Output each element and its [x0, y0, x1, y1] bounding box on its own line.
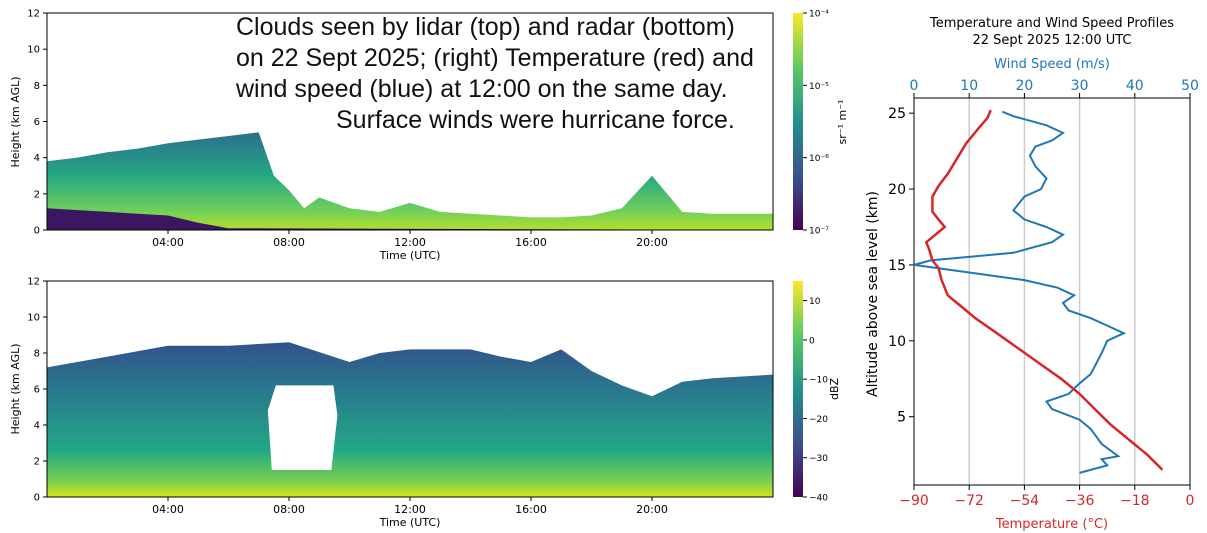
radar-y-label: Height (km AGL) [9, 343, 22, 434]
colorbar-tick-label: 10⁻⁶ [809, 154, 829, 164]
profile-panel: Temperature and Wind Speed Profiles 22 S… [865, 16, 1199, 532]
x-tick-label: 20:00 [636, 236, 668, 249]
y-tick-label: 10 [27, 45, 40, 56]
y-tick-label: 2 [34, 457, 40, 468]
y-tick-label: 12 [27, 277, 40, 288]
temperature-tick-label: −54 [1010, 493, 1040, 509]
x-tick-label: 08:00 [273, 503, 305, 516]
radar-colorbar [793, 281, 803, 497]
wind-axis-label: Wind Speed (m/s) [994, 57, 1110, 72]
y-tick-label: 2 [34, 189, 40, 200]
temperature-x-axis: −90 −72 −54 −36 −18 0 [899, 485, 1194, 509]
lidar-y-axis: 0 2 4 6 8 10 12 [27, 9, 47, 237]
caption-line-3: wind speed (blue) at 12:00 on the same d… [236, 75, 728, 103]
caption-line-2: on 22 Sept 2025; (right) Temperature (re… [236, 44, 754, 72]
y-tick-label: 6 [34, 385, 40, 396]
y-tick-label: 25 [888, 106, 906, 122]
colorbar-tick-label: −20 [809, 415, 828, 425]
profile-subtitle: 22 Sept 2025 12:00 UTC [973, 33, 1132, 48]
wind-tick-label: 40 [1126, 78, 1144, 94]
lidar-panel: 0 2 4 6 8 10 12 04:00 08:00 12:00 16:00 20:00 Time… [9, 9, 849, 263]
x-tick-label: 16:00 [515, 503, 547, 516]
temperature-series [924, 109, 1164, 471]
colorbar-tick-label: 10 [809, 297, 821, 307]
x-tick-label: 12:00 [394, 236, 426, 249]
wind-tick-label: 30 [1071, 78, 1089, 94]
wind-tick-label: 50 [1181, 78, 1199, 94]
x-tick-label: 04:00 [152, 236, 184, 249]
colorbar-tick-label: 10⁻⁵ [809, 82, 829, 92]
y-tick-label: 10 [888, 334, 906, 350]
x-tick-label: 20:00 [636, 503, 668, 516]
lidar-colorbar [793, 13, 803, 230]
y-tick-label: 6 [34, 117, 40, 128]
radar-echo-gap [267, 385, 338, 470]
y-tick-label: 0 [34, 493, 40, 504]
colorbar-tick-label: 10⁻⁷ [809, 227, 829, 237]
profile-title: Temperature and Wind Speed Profiles [929, 16, 1174, 31]
profile-gridlines [968, 98, 1136, 485]
x-tick-label: 08:00 [273, 236, 305, 249]
temperature-tick-label: −36 [1065, 493, 1095, 509]
figure-caption: Clouds seen by lidar (top) and radar (bo… [236, 12, 796, 136]
radar-panel: 0 2 4 6 8 10 12 04:00 08:00 12:00 16:00 20:00 Time… [9, 277, 841, 530]
lidar-colorbar-label: sr⁻¹ m⁻¹ [836, 100, 849, 145]
wind-tick-label: 10 [960, 78, 978, 94]
colorbar-tick-label: −40 [809, 494, 828, 504]
profile-axes-frame [913, 97, 1191, 486]
temperature-tick-label: −72 [954, 493, 984, 509]
colorbar-tick-label: −10 [809, 376, 828, 386]
caption-line-1: Clouds seen by lidar (top) and radar (bo… [236, 13, 735, 41]
y-tick-label: 4 [34, 153, 40, 164]
profile-y-label: Altitude above sea level (km) [865, 191, 881, 397]
temperature-axis-label: Temperature (°C) [995, 517, 1108, 532]
lidar-colorbar-ticks: 10⁻⁷ 10⁻⁶ 10⁻⁵ 10⁻⁴ [803, 10, 829, 237]
temperature-tick-label: −90 [899, 493, 929, 509]
y-tick-label: 20 [888, 182, 906, 198]
caption-line-4: Surface winds were hurricane force. [336, 106, 735, 134]
lidar-low-signal-layer [47, 208, 773, 230]
colorbar-tick-label: 0 [809, 336, 815, 346]
temperature-tick-label: 0 [1186, 493, 1195, 509]
y-tick-label: 8 [34, 81, 40, 92]
wind-speed-series [913, 110, 1127, 474]
x-tick-label: 16:00 [515, 236, 547, 249]
wind-tick-label: 0 [910, 78, 919, 94]
radar-colorbar-ticks: 10 0 −10 −20 −30 −40 [803, 297, 828, 504]
lidar-y-label: Height (km AGL) [9, 76, 22, 167]
x-tick-label: 12:00 [394, 503, 426, 516]
y-tick-label: 15 [888, 258, 906, 274]
radar-echo-field [47, 342, 773, 497]
radar-x-axis: 04:00 08:00 12:00 16:00 20:00 [152, 497, 668, 516]
radar-y-axis: 0 2 4 6 8 10 12 [27, 277, 47, 504]
colorbar-tick-label: −30 [809, 454, 828, 464]
lidar-x-axis: 04:00 08:00 12:00 16:00 20:00 [152, 230, 668, 249]
y-tick-label: 0 [34, 226, 40, 237]
profile-y-axis: 5 10 15 20 25 [888, 106, 914, 426]
radar-x-label: Time (UTC) [379, 516, 441, 529]
lidar-cloud-field [47, 132, 773, 230]
y-tick-label: 10 [27, 313, 40, 324]
x-tick-label: 04:00 [152, 503, 184, 516]
wind-tick-label: 20 [1015, 78, 1033, 94]
y-tick-label: 8 [34, 349, 40, 360]
y-tick-label: 4 [34, 421, 40, 432]
y-tick-label: 5 [897, 410, 906, 426]
radar-colorbar-label: dBZ [828, 378, 841, 401]
wind-x-axis: 0 10 20 30 40 50 [910, 78, 1199, 98]
lidar-x-label: Time (UTC) [379, 249, 441, 262]
colorbar-tick-label: 10⁻⁴ [809, 10, 829, 20]
y-tick-label: 12 [27, 9, 40, 20]
temperature-tick-label: −18 [1120, 493, 1150, 509]
